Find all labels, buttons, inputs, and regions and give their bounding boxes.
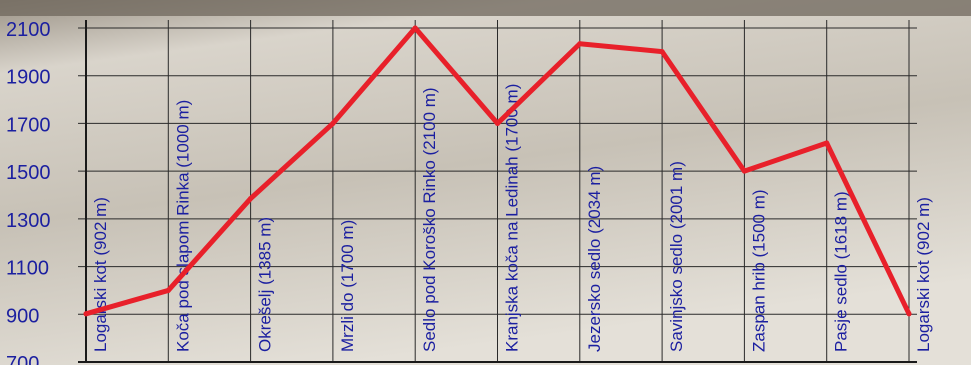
x-category-label: Jezersko sedlo (2034 m) (585, 166, 604, 352)
x-category-label: Savinjsko sedlo (2001 m) (667, 161, 686, 352)
elevation-point (83, 311, 89, 317)
x-category-label: Koča pod slapom Rinka (1000 m) (173, 100, 192, 352)
elevation-point (824, 140, 830, 146)
y-tick-label: 900 (6, 305, 39, 327)
chart-background-top-strip (0, 0, 971, 16)
x-category-label: Sedlo pod Koroško Rinko (2100 m) (420, 87, 439, 352)
elevation-point (659, 49, 665, 55)
elevation-point (741, 168, 747, 174)
y-tick-label: 1300 (6, 210, 51, 232)
x-category-label: Logarski kot (902 m) (914, 197, 933, 352)
elevation-point (165, 287, 171, 293)
x-category-label: Zaspan hrib (1500 m) (749, 189, 768, 352)
elevation-point (577, 41, 583, 47)
x-category-label: Kranjska koča na Ledinah (1700 m) (503, 84, 522, 352)
elevation-point (495, 120, 500, 126)
y-tick-label: 1700 (6, 114, 51, 136)
y-tick-label: 1900 (6, 67, 51, 89)
x-category-label: Pasje sedlo (1618 m) (832, 191, 851, 352)
y-tick-label: 2100 (6, 19, 51, 41)
y-tick-label: 700 (6, 353, 39, 365)
y-tick-label: 1100 (6, 258, 49, 280)
elevation-point (248, 196, 254, 202)
elevation-point (906, 311, 912, 317)
elevation-point (412, 25, 418, 31)
x-category-label: Okrešelj (1385 m) (256, 217, 275, 352)
x-category-label: Logarski kot (902 m) (91, 197, 110, 352)
elevation-point (330, 120, 336, 126)
y-tick-label: 1500 (6, 162, 51, 184)
x-category-label: Mrzli do (1700 m) (338, 220, 357, 352)
